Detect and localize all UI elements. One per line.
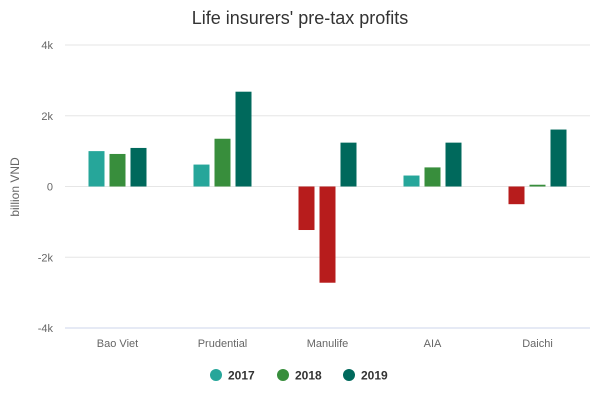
x-axis-ticks: Bao Viet Prudential Manulife AIA Daichi bbox=[97, 338, 553, 350]
bar-2019-aia[interactable] bbox=[445, 142, 462, 187]
bar-2017-manulife[interactable] bbox=[298, 186, 315, 231]
legend-marker bbox=[277, 369, 289, 381]
y-tick-label: 0 bbox=[47, 182, 53, 194]
bar-2019-daichi[interactable] bbox=[550, 129, 567, 187]
bar-2018-manulife[interactable] bbox=[319, 186, 336, 283]
y-axis-ticks: 4k 2k 0 -2k -4k bbox=[38, 40, 54, 335]
bar-2018-prudential[interactable] bbox=[214, 138, 231, 187]
bar-2017-aia[interactable] bbox=[403, 175, 420, 187]
x-tick-label: Prudential bbox=[198, 338, 248, 350]
bar-2018-daichi[interactable] bbox=[529, 184, 546, 187]
bars bbox=[88, 91, 567, 283]
x-tick-label: AIA bbox=[424, 338, 442, 350]
x-tick-label: Bao Viet bbox=[97, 338, 138, 350]
legend-marker bbox=[343, 369, 355, 381]
bar-2019-prudential[interactable] bbox=[235, 91, 252, 187]
bar-2019-bao-viet[interactable] bbox=[130, 147, 147, 187]
x-tick-label: Manulife bbox=[307, 338, 349, 350]
bar-2018-bao-viet[interactable] bbox=[109, 153, 126, 187]
legend-marker bbox=[210, 369, 222, 381]
legend-label: 2019 bbox=[361, 369, 388, 383]
bar-2019-manulife[interactable] bbox=[340, 142, 357, 187]
bar-2017-daichi[interactable] bbox=[508, 186, 525, 205]
legend-label: 2018 bbox=[295, 369, 322, 383]
y-axis-label: billion VND bbox=[8, 157, 22, 217]
legend-label: 2017 bbox=[228, 369, 255, 383]
legend-item-2019[interactable]: 2019 bbox=[343, 369, 388, 383]
x-tick-label: Daichi bbox=[522, 338, 553, 350]
chart-title: Life insurers' pre-tax profits bbox=[192, 8, 409, 28]
y-tick-label: 4k bbox=[41, 40, 53, 52]
y-tick-label: -4k bbox=[38, 323, 54, 335]
bar-2017-prudential[interactable] bbox=[193, 164, 210, 187]
y-tick-label: 2k bbox=[41, 111, 53, 123]
bar-2018-aia[interactable] bbox=[424, 167, 441, 187]
legend-item-2018[interactable]: 2018 bbox=[277, 369, 322, 383]
legend[interactable]: 2017 2018 2019 bbox=[210, 369, 388, 383]
legend-item-2017[interactable]: 2017 bbox=[210, 369, 255, 383]
y-tick-label: -2k bbox=[38, 252, 54, 264]
bar-2017-bao-viet[interactable] bbox=[88, 151, 105, 187]
